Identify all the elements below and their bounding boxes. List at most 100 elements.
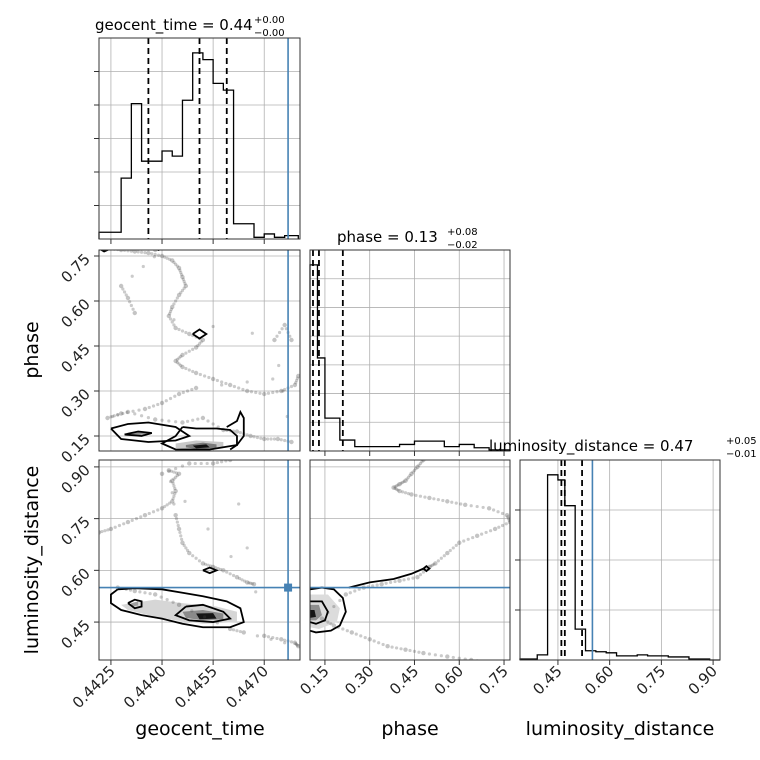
sample-point bbox=[137, 408, 141, 412]
sample-point bbox=[180, 537, 184, 541]
sample-point bbox=[168, 396, 173, 401]
sample-point bbox=[400, 480, 405, 485]
sample-point bbox=[179, 291, 183, 295]
sample-point bbox=[142, 512, 148, 518]
luminosity-distance-x-axis-label: luminosity_distance bbox=[526, 718, 715, 740]
sample-point bbox=[417, 463, 421, 467]
sample-point bbox=[371, 584, 375, 588]
sample-point bbox=[203, 562, 208, 566]
sample-point bbox=[153, 252, 157, 257]
sample-point bbox=[436, 498, 440, 502]
geocent-time-title: geocent_time = 0.44 bbox=[95, 16, 253, 35]
panel-phase-hist: phase = 0.13 +0.08 −0.02 bbox=[309, 227, 511, 456]
sample-point bbox=[180, 352, 185, 358]
sample-point bbox=[275, 436, 281, 442]
sample-point bbox=[345, 629, 349, 633]
sample-point bbox=[238, 629, 242, 634]
sample-point bbox=[442, 554, 446, 558]
sample-point bbox=[254, 590, 258, 594]
sample-point bbox=[292, 382, 298, 388]
sample-point bbox=[197, 559, 202, 563]
sample-point bbox=[136, 250, 140, 254]
sample-point bbox=[266, 635, 271, 639]
sample-point bbox=[175, 296, 179, 300]
sample-point bbox=[408, 473, 412, 478]
sample-point bbox=[403, 491, 408, 495]
sample-point bbox=[279, 438, 283, 442]
sample-point bbox=[168, 501, 172, 505]
geocent-time-title-upper: +0.00 bbox=[254, 15, 285, 26]
sample-point bbox=[174, 262, 178, 266]
sample-point bbox=[224, 381, 228, 386]
sample-point bbox=[445, 550, 450, 556]
sample-point bbox=[354, 632, 358, 636]
sample-point bbox=[332, 604, 336, 609]
x-tick-label: 0.4470 bbox=[222, 662, 272, 712]
sample-point bbox=[500, 511, 505, 516]
panel-frame bbox=[98, 249, 301, 452]
sample-point bbox=[134, 517, 139, 521]
sample-point bbox=[168, 309, 173, 314]
sample-point bbox=[184, 351, 188, 355]
sample-point bbox=[448, 548, 452, 553]
sample-point bbox=[173, 512, 178, 518]
sample-point bbox=[179, 534, 183, 538]
y-tick-label: 0.75 bbox=[57, 513, 93, 549]
sample-point bbox=[295, 643, 300, 647]
panel-ld-vs-geocent-time: 0.45 0.60 0.75 0.90 0.4425 0.4440 0.4455 0.447… bbox=[21, 459, 301, 740]
sample-point bbox=[124, 293, 128, 297]
sample-point bbox=[224, 460, 228, 463]
x-tick-label: 0.30 bbox=[341, 662, 377, 698]
sample-point bbox=[180, 274, 185, 280]
sample-point bbox=[183, 499, 187, 503]
sample-point bbox=[184, 330, 188, 335]
sample-point bbox=[183, 282, 187, 286]
sample-point bbox=[349, 630, 354, 635]
y-tick-label: 0.60 bbox=[57, 295, 93, 331]
sample-point bbox=[216, 567, 220, 571]
density-fill bbox=[192, 444, 210, 449]
sample-point bbox=[97, 245, 101, 249]
sample-point bbox=[180, 420, 185, 425]
sample-point bbox=[116, 413, 120, 417]
sample-point bbox=[415, 575, 420, 580]
sample-point bbox=[225, 570, 229, 574]
sample-point bbox=[237, 386, 241, 390]
sample-point bbox=[468, 657, 474, 660]
density-fill bbox=[310, 610, 316, 618]
sample-point bbox=[156, 508, 160, 512]
sample-point bbox=[219, 567, 223, 572]
contour-line bbox=[310, 600, 329, 625]
sample-point bbox=[183, 283, 189, 289]
sample-point bbox=[420, 460, 424, 464]
sample-point bbox=[167, 419, 171, 423]
sample-point bbox=[338, 598, 342, 603]
sample-point bbox=[439, 654, 443, 658]
sample-point bbox=[172, 318, 176, 322]
x-tick-label: 0.45 bbox=[529, 662, 565, 698]
sample-point bbox=[375, 583, 379, 587]
sample-point bbox=[459, 502, 463, 506]
sample-point bbox=[289, 640, 294, 644]
sample-point bbox=[176, 391, 182, 397]
sample-point bbox=[185, 548, 190, 553]
sample-point bbox=[481, 505, 485, 510]
sample-point bbox=[488, 661, 491, 664]
sample-point bbox=[275, 334, 279, 338]
sample-point bbox=[174, 467, 178, 471]
sample-point bbox=[181, 390, 185, 395]
sample-point bbox=[200, 561, 206, 566]
sample-point bbox=[180, 288, 185, 293]
sample-point bbox=[497, 525, 501, 529]
sample-point bbox=[229, 554, 233, 559]
panel-phase-vs-geocent-time: 0.15 0.30 0.45 0.60 0.75 phase bbox=[21, 245, 301, 466]
sample-point bbox=[185, 419, 190, 423]
sample-point bbox=[116, 413, 120, 417]
sample-point bbox=[331, 623, 337, 628]
sample-point bbox=[258, 391, 262, 395]
sample-point bbox=[125, 519, 131, 525]
sample-point bbox=[106, 528, 110, 532]
sample-point bbox=[210, 376, 216, 382]
sample-point bbox=[177, 356, 181, 360]
sample-point bbox=[182, 279, 186, 284]
